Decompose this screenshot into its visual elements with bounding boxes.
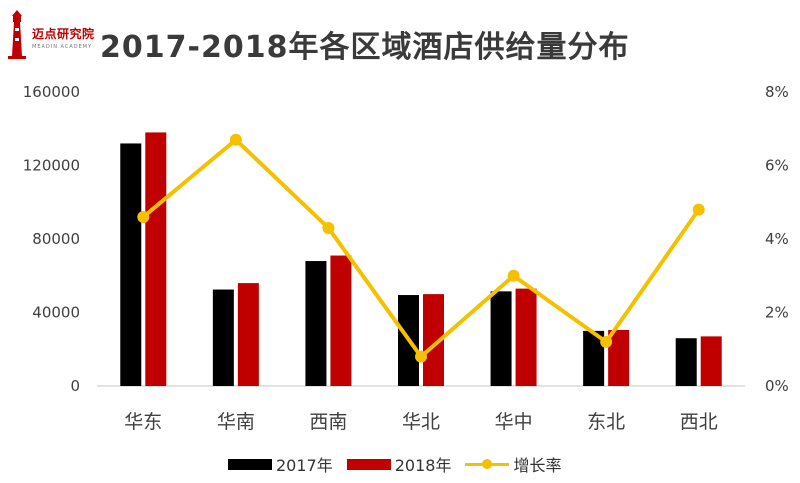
right-axis-ticks: 0% 2% 4% 6% 8% — [765, 83, 789, 395]
category-labels: 华东 华南 西南 华北 华中 东北 西北 — [124, 411, 717, 433]
legend: 2017年 2018年 增长率 — [228, 452, 575, 476]
chart-title: 2017-2018年各区域酒店供给量分布 — [100, 30, 630, 65]
growth-point-0 — [137, 210, 150, 223]
category-label-0: 华东 — [124, 411, 162, 433]
bar-2017-5 — [583, 330, 605, 386]
left-tick-label: 0 — [70, 377, 80, 395]
legend-swatch-2017 — [228, 458, 272, 470]
category-label-5: 东北 — [587, 411, 625, 433]
bar-2018-5 — [608, 329, 630, 386]
legend-label-growth: 增长率 — [513, 456, 562, 475]
logo-text: 迈点研究院 — [32, 27, 95, 41]
legend-swatch-2018 — [346, 458, 391, 470]
bar-2018-2 — [330, 255, 352, 386]
left-tick-label: 160000 — [23, 83, 80, 101]
bar-2017-6 — [675, 338, 697, 386]
right-tick-label: 8% — [765, 83, 789, 101]
legend-label-2017: 2017年 — [276, 456, 333, 475]
bar-2017-1 — [212, 289, 234, 386]
growth-point-5 — [600, 335, 613, 348]
logo: 迈点研究院 MEADIN ACADEMY — [6, 8, 98, 68]
legend-swatch-growth — [465, 458, 510, 470]
bars-layer — [120, 132, 722, 386]
bar-2018-1 — [237, 283, 259, 386]
right-tick-label: 2% — [765, 304, 789, 322]
category-label-3: 华北 — [402, 411, 440, 433]
left-tick-label: 40000 — [32, 304, 80, 322]
category-label-1: 华南 — [217, 411, 255, 433]
right-tick-label: 6% — [765, 157, 789, 175]
bar-2017-2 — [305, 261, 327, 386]
bar-2018-6 — [700, 336, 722, 386]
bar-2017-0 — [120, 143, 142, 386]
growth-point-1 — [229, 133, 242, 146]
left-axis-ticks: 0 40000 80000 120000 160000 — [23, 83, 80, 395]
lighthouse-icon — [8, 10, 26, 59]
category-label-6: 西北 — [680, 411, 718, 433]
legend-item-2017: 2017年 — [228, 452, 333, 476]
growth-point-4 — [507, 269, 520, 282]
right-tick-label: 0% — [765, 377, 789, 395]
legend-item-growth: 增长率 — [465, 452, 561, 476]
bar-2018-4 — [515, 288, 537, 386]
bar-2018-0 — [145, 132, 167, 386]
growth-line-layer — [137, 133, 705, 363]
bar-2018-3 — [423, 294, 444, 386]
growth-point-2 — [322, 221, 335, 234]
left-tick-label: 80000 — [32, 230, 80, 248]
right-tick-label: 4% — [765, 230, 789, 248]
growth-point-3 — [415, 350, 427, 363]
growth-point-6 — [692, 203, 705, 216]
legend-label-2018: 2018年 — [394, 456, 452, 475]
logo-subtext: MEADIN ACADEMY — [32, 44, 93, 50]
category-label-4: 华中 — [495, 411, 533, 433]
bar-2017-4 — [490, 291, 512, 386]
category-label-2: 西南 — [309, 411, 347, 433]
left-tick-label: 120000 — [23, 157, 80, 175]
legend-item-2018: 2018年 — [346, 452, 452, 476]
